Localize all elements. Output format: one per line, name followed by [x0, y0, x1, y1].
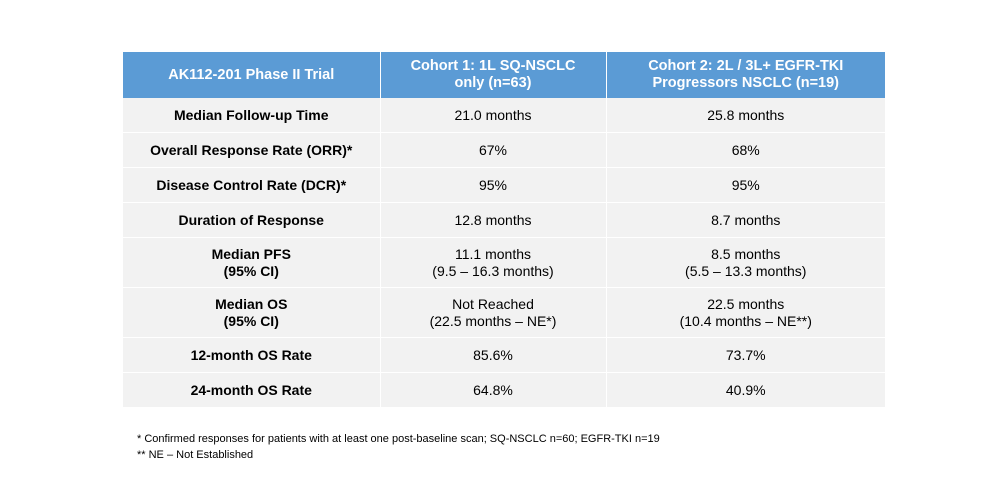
table-row: Overall Response Rate (ORR)* 67% 68% — [123, 132, 885, 168]
cell-text-line: 24-month OS Rate — [190, 381, 312, 398]
cohort-2-value: 8.7 months — [606, 202, 885, 238]
cell-text-line: (10.4 months – NE**) — [679, 312, 812, 329]
metric-cell: Median Follow-up Time — [123, 98, 381, 133]
cell-text-line: Cohort 2: 2L / 3L+ EGFR-TKI — [648, 58, 844, 74]
header-cohort-1: Cohort 1: 1L SQ-NSCLC only (n=63) — [380, 52, 607, 98]
cohort-2-value: 95% — [606, 167, 885, 203]
cell-text-line: 8.7 months — [711, 211, 781, 228]
cell-text-line: (95% CI) — [223, 262, 279, 279]
results-table: AK112-201 Phase II Trial Cohort 1: 1L SQ-… — [123, 52, 885, 408]
table-row: 24-month OS Rate 64.8% 40.9% — [123, 372, 885, 408]
metric-cell: Duration of Response — [123, 202, 381, 238]
metric-cell: Median OS (95% CI) — [123, 287, 381, 338]
table-row: Median PFS (95% CI) 11.1 months (9.5 – 16.3… — [123, 237, 885, 288]
cell-text-line: 12.8 months — [454, 211, 532, 228]
cell-text-line: 22.5 months — [707, 295, 785, 312]
footnotes: * Confirmed responses for patients with … — [137, 431, 660, 463]
header-cohort-2: Cohort 2: 2L / 3L+ EGFR-TKI Progressors N… — [606, 52, 885, 98]
table-row: 12-month OS Rate 85.6% 73.7% — [123, 337, 885, 373]
cell-text-line: Duration of Response — [178, 211, 324, 228]
table-row: Disease Control Rate (DCR)* 95% 95% — [123, 167, 885, 203]
table-row: Median OS (95% CI) Not Reached (22.5 months… — [123, 287, 885, 338]
table-header-row: AK112-201 Phase II Trial Cohort 1: 1L SQ-… — [123, 52, 885, 98]
table-row: Median Follow-up Time 21.0 months 25.8 mon… — [123, 98, 885, 133]
metric-cell: 24-month OS Rate — [123, 372, 381, 408]
cell-text-line: Disease Control Rate (DCR)* — [156, 176, 347, 193]
cell-text-line: 11.1 months — [454, 245, 531, 262]
cohort-2-value: 68% — [606, 132, 885, 168]
cell-text-line: 73.7% — [725, 346, 766, 363]
cohort-2-value: 8.5 months (5.5 – 13.3 months) — [606, 237, 885, 288]
cell-text-line: 12-month OS Rate — [190, 346, 312, 363]
cell-text-line: Median PFS — [211, 245, 291, 262]
footnote: ** NE – Not Established — [137, 449, 254, 461]
cohort-1-value: 11.1 months (9.5 – 16.3 months) — [380, 237, 607, 288]
cohort-1-value: 95% — [380, 167, 607, 203]
cell-text-line: 64.8% — [473, 381, 513, 398]
cohort-1-value: 64.8% — [380, 372, 607, 408]
cohort-1-value: 21.0 months — [380, 98, 607, 133]
cohort-1-value: 85.6% — [380, 337, 607, 373]
table-row: Duration of Response 12.8 months 8.7 month… — [123, 202, 885, 238]
footnote: * Confirmed responses for patients with … — [137, 433, 660, 445]
cell-text-line: Overall Response Rate (ORR)* — [150, 141, 353, 158]
cell-text-line: (5.5 – 13.3 months) — [685, 262, 807, 279]
cell-text-line: 67% — [478, 141, 508, 158]
metric-cell: 12-month OS Rate — [123, 337, 381, 373]
metric-cell: Overall Response Rate (ORR)* — [123, 132, 381, 168]
cell-text-line: (95% CI) — [223, 312, 279, 329]
cell-text-line: 21.0 months — [454, 106, 532, 123]
cohort-1-value: Not Reached (22.5 months – NE*) — [380, 287, 607, 338]
cell-text-line: Progressors NSCLC (n=19) — [652, 75, 840, 91]
cell-text-line: Cohort 1: 1L SQ-NSCLC — [410, 58, 576, 74]
cohort-2-value: 22.5 months (10.4 months – NE**) — [606, 287, 885, 338]
cohort-2-value: 40.9% — [606, 372, 885, 408]
cell-text-line: 68% — [731, 141, 760, 158]
cell-text-line: Not Reached — [452, 295, 534, 312]
cell-text-line: 25.8 months — [707, 106, 785, 123]
cell-text-line: only (n=63) — [454, 75, 532, 91]
cohort-1-value: 67% — [380, 132, 607, 168]
metric-cell: Median PFS (95% CI) — [123, 237, 381, 288]
cell-text-line: 85.6% — [473, 346, 513, 363]
metric-cell: Disease Control Rate (DCR)* — [123, 167, 381, 203]
cell-text-line: 8.5 months — [711, 245, 781, 262]
header-trial-name: AK112-201 Phase II Trial — [123, 52, 381, 98]
cohort-2-value: 25.8 months — [606, 98, 885, 133]
cell-text-line: 40.9% — [725, 381, 766, 398]
cell-text-line: Median OS — [215, 295, 288, 312]
cell-text-line: AK112-201 Phase II Trial — [168, 66, 335, 83]
cohort-1-value: 12.8 months — [380, 202, 607, 238]
cell-text-line: Median Follow-up Time — [173, 106, 329, 123]
cell-text-line: (22.5 months – NE*) — [429, 312, 557, 329]
cell-text-line: 95% — [731, 176, 760, 193]
cohort-2-value: 73.7% — [606, 337, 885, 373]
cell-text-line: (9.5 – 16.3 months) — [432, 262, 554, 279]
cell-text-line: 95% — [478, 176, 508, 193]
